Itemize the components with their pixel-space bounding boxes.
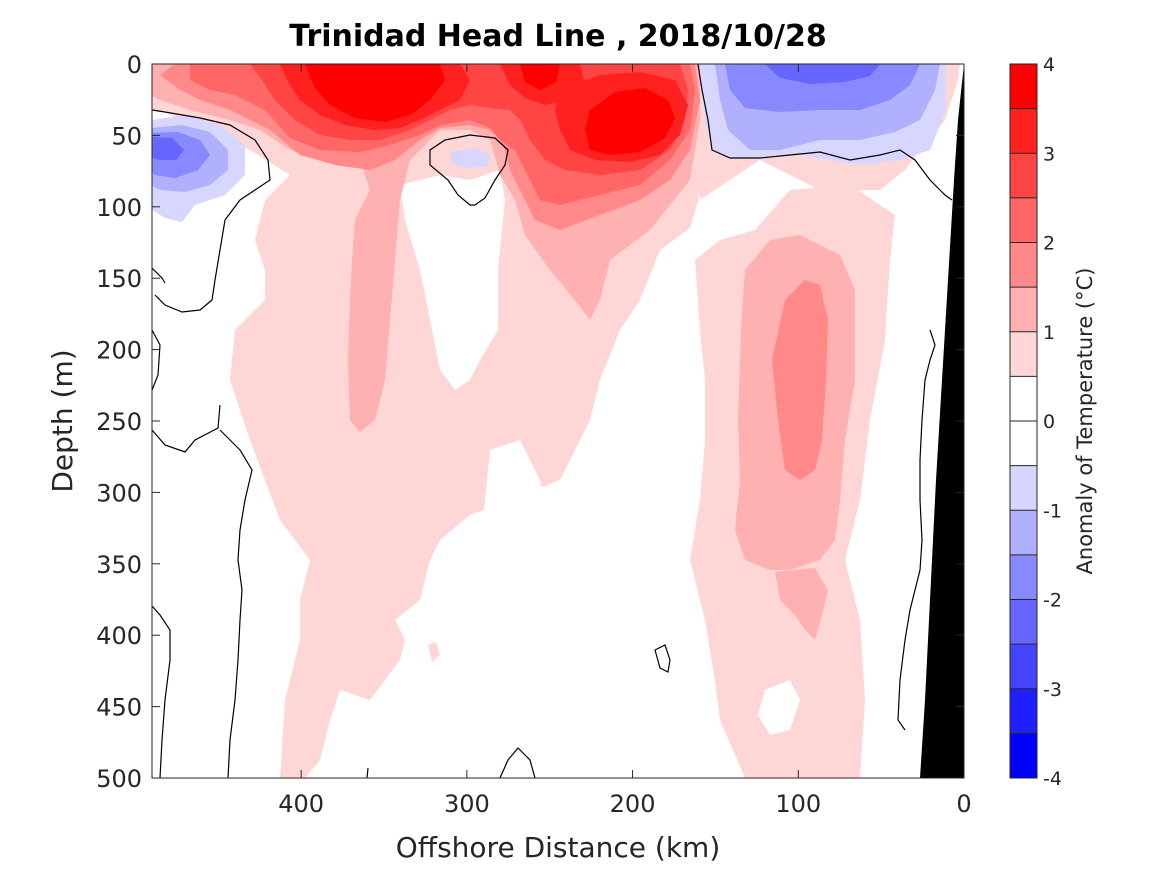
- anomaly-band-0: [400, 170, 505, 390]
- zero-contour-line: [697, 64, 953, 201]
- colorbar-tick-label: -4: [1043, 768, 1062, 790]
- colorbar-tick-label: 0: [1043, 411, 1055, 433]
- colorbar-swatch: [1010, 242, 1037, 288]
- zero-contour-line: [219, 429, 253, 778]
- y-tick-label: 400: [96, 622, 142, 650]
- zero-contour-line: [499, 747, 536, 778]
- plot-area: [152, 64, 964, 778]
- y-tick-label: 0: [127, 51, 142, 79]
- colorbar-tick-label: -2: [1043, 590, 1062, 612]
- zero-contours: [152, 64, 953, 778]
- y-tick-label: 450: [96, 694, 142, 722]
- zero-contour-line: [897, 329, 936, 731]
- anomaly-band-0: [758, 680, 800, 735]
- y-axis: 0 50 100 150 200 250 300 350 400 450 500: [96, 51, 964, 793]
- y-tick-label: 100: [96, 194, 142, 222]
- anomaly-band-neg1.5: [725, 64, 920, 112]
- y-tick-label: 250: [96, 408, 142, 436]
- y-tick-label: 300: [96, 479, 142, 507]
- anomaly-band-3.5: [305, 64, 445, 122]
- y-axis-title: Depth (m): [46, 349, 79, 492]
- colorbar-tick-label: 1: [1043, 322, 1055, 344]
- y-tick-label: 50: [111, 122, 142, 150]
- anomaly-band-3.5: [585, 88, 675, 155]
- zero-contour-line: [152, 329, 161, 391]
- colorbar-frame: [1009, 63, 1038, 779]
- zero-contour-line: [654, 644, 671, 673]
- colorbar-tick-label: 4: [1043, 54, 1055, 76]
- colorbar-swatch: [1010, 108, 1037, 154]
- colorbar-swatch: [1010, 688, 1037, 734]
- colorbar-title: Anomaly of Temperature (°C): [1073, 268, 1097, 575]
- colorbar-tick-label: -3: [1043, 679, 1062, 701]
- anomaly-band-neg2: [765, 64, 880, 84]
- colorbar-swatch: [1010, 510, 1037, 555]
- zero-contour-line: [366, 767, 369, 778]
- anomaly-band-0: [690, 195, 705, 240]
- chart-title: Trinidad Head Line , 2018/10/28: [289, 19, 826, 54]
- x-tick-label: 0: [956, 790, 971, 818]
- colorbar-swatch: [1010, 644, 1037, 689]
- zero-contour-line: [152, 404, 221, 453]
- zero-contour-line: [152, 605, 171, 778]
- anomaly-band-neg2: [152, 137, 184, 160]
- anomaly-band-1.5: [772, 280, 828, 480]
- colorbar-swatch: [1010, 287, 1037, 332]
- x-axis: 400 300 200 100 0: [278, 64, 972, 818]
- anomaly-band-neg0.5: [450, 148, 490, 168]
- zero-contour-line: [152, 109, 271, 313]
- colorbar-swatch: [1010, 331, 1037, 377]
- colorbar-tick-label: 2: [1043, 233, 1055, 255]
- colorbar-swatch: [1010, 599, 1037, 645]
- y-tick-label: 350: [96, 551, 142, 579]
- anomaly-band-0: [465, 440, 580, 778]
- y-tick-label: 200: [96, 337, 142, 365]
- colorbar-swatch: [1010, 376, 1037, 421]
- bathymetry-mask: [920, 64, 964, 778]
- zero-contour-line: [152, 267, 166, 284]
- anomaly-band-0.5: [428, 642, 440, 662]
- x-axis-title: Offshore Distance (km): [396, 831, 721, 864]
- x-tick-label: 100: [775, 790, 821, 818]
- x-tick-label: 400: [278, 790, 324, 818]
- x-tick-label: 300: [444, 790, 490, 818]
- x-tick-label: 200: [610, 790, 656, 818]
- colorbar-swatch: [1010, 421, 1037, 466]
- anomaly-band-0.5: [300, 690, 328, 735]
- contour-fills: [152, 64, 960, 778]
- colorbar-swatch: [1010, 733, 1037, 778]
- anomaly-band-1: [775, 568, 828, 640]
- anomaly-band-3.5: [520, 64, 560, 90]
- zero-contour-line: [429, 134, 509, 206]
- colorbar-tick-label: -1: [1043, 500, 1062, 522]
- colorbar: 4 3 2 1 0 -1 -2 -3 -4: [1010, 54, 1062, 790]
- colorbar-swatch: [1010, 554, 1037, 600]
- colorbar-swatch: [1010, 64, 1037, 109]
- y-tick-label: 150: [96, 265, 142, 293]
- colorbar-swatch: [1010, 197, 1037, 243]
- colorbar-swatch: [1010, 153, 1037, 198]
- anomaly-band-0.5: [345, 558, 358, 568]
- colorbar-tick-label: 3: [1043, 143, 1055, 165]
- y-tick-label: 500: [96, 765, 142, 793]
- colorbar-swatch: [1010, 465, 1037, 511]
